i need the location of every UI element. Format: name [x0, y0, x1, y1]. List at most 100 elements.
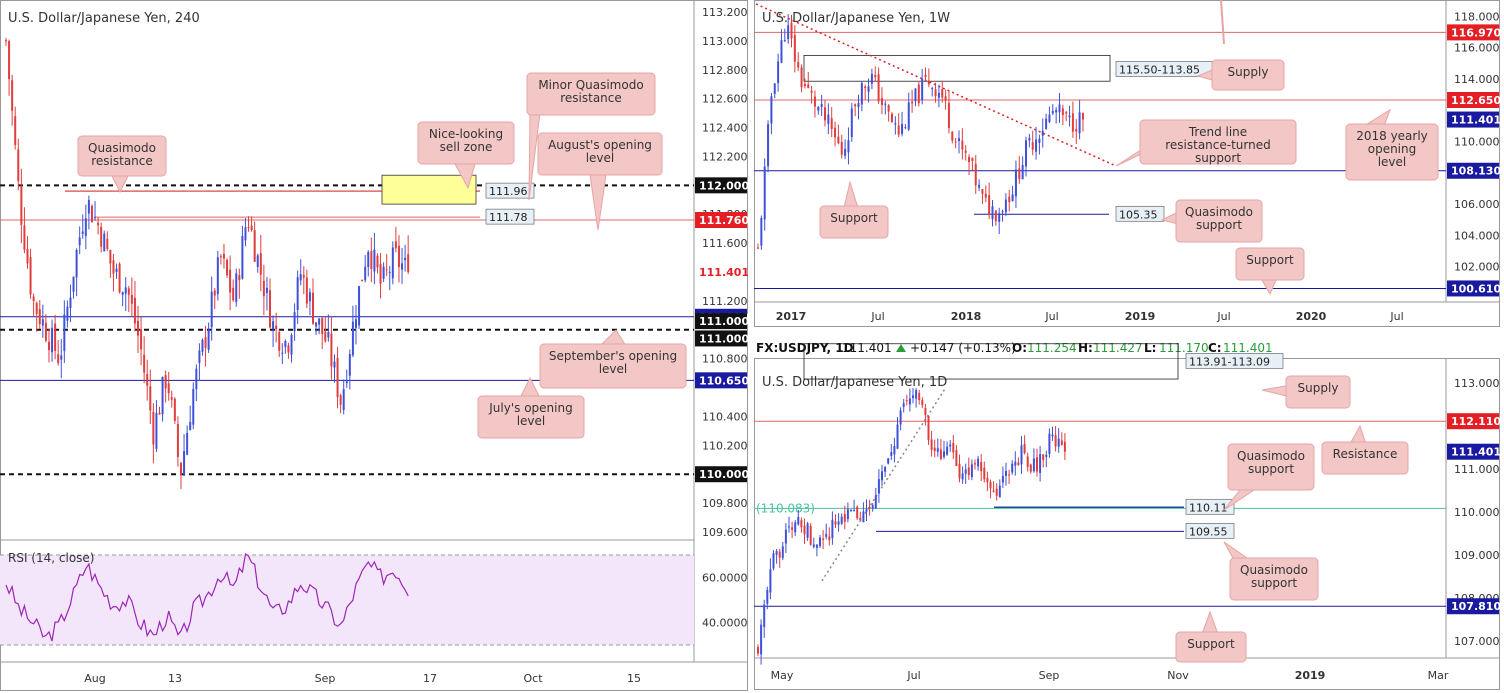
- h4-price-tick: 109.800: [702, 497, 748, 510]
- d-header-ohlc-label: L:: [1144, 341, 1156, 355]
- candle-body: [1005, 470, 1007, 476]
- candle-body: [35, 303, 38, 314]
- candle-body: [1001, 476, 1004, 483]
- h4-badge-current: [695, 263, 747, 280]
- candle-body: [944, 96, 947, 101]
- candle-body: [63, 314, 66, 351]
- candle-body: [770, 96, 773, 124]
- candle-body: [847, 140, 850, 153]
- daily-chart-panel[interactable]: FX:USDJPY, 1D 111.401 +0.147 (+0.13%) O: 111…: [754, 336, 1504, 693]
- candle-body: [777, 61, 780, 84]
- candle-body: [47, 341, 50, 351]
- candle-body: [23, 225, 26, 250]
- candle-body: [118, 263, 121, 293]
- d-bg: [754, 336, 1504, 693]
- d-tag-10955: [1185, 523, 1235, 539]
- d-price-tick: 110.000: [1454, 506, 1500, 519]
- candle-body: [914, 88, 917, 102]
- candle-body: [961, 140, 964, 150]
- candle-body: [1054, 435, 1057, 447]
- candle-body: [140, 329, 143, 350]
- h4-price-tick: 111.200: [702, 295, 748, 308]
- w-callout-quasimodo: [1175, 199, 1263, 243]
- candle-body: [238, 275, 241, 281]
- d-price-badge: [1447, 598, 1499, 615]
- candle-body: [296, 277, 299, 310]
- w-callout-trendline-text: Trend line: [1188, 125, 1247, 139]
- d-date-tick: 2019: [1295, 669, 1326, 682]
- candle-body: [954, 141, 957, 143]
- candle-body: [192, 389, 195, 425]
- candle-body: [382, 266, 385, 279]
- candle-body: [834, 521, 837, 525]
- candle-body: [915, 390, 918, 399]
- candle-body: [775, 551, 778, 555]
- candle-body: [827, 114, 830, 124]
- h4-callout-september: [539, 343, 687, 389]
- candle-body: [1001, 211, 1004, 213]
- candle-body: [807, 84, 810, 88]
- candle-body: [210, 291, 213, 328]
- w-tag-supply-text: 115.50-113.85: [1119, 63, 1200, 76]
- h4-chart-svg[interactable]: U.S. Dollar/Japanese Yen, 240 113.200 113.…: [0, 0, 748, 693]
- candle-body: [394, 241, 397, 249]
- candle-body: [947, 103, 950, 129]
- d-callout-resistance-text: Resistance: [1333, 447, 1398, 461]
- candle-body: [865, 509, 868, 512]
- candle-body: [38, 309, 41, 325]
- h4-callout-august: [537, 132, 663, 176]
- weekly-chart-svg[interactable]: U.S. Dollar/Japanese Yen, 1W 118.000 116.0…: [754, 0, 1504, 330]
- h4-tag-11196-text: 111.96: [489, 185, 528, 198]
- h4-frame: [0, 0, 748, 691]
- h4-tag-11196: [485, 182, 535, 199]
- h4-price-badge-text: 111.760: [699, 214, 748, 227]
- d-header-ohlc-value: 111.401: [1223, 341, 1273, 355]
- w-frame: [754, 0, 1500, 327]
- h4-price-badge: [695, 330, 747, 347]
- h4-rsi-line: [5, 552, 409, 642]
- h4-chart-panel[interactable]: U.S. Dollar/Japanese Yen, 240 113.200 113.…: [0, 0, 748, 693]
- w-price-tick: 118.000: [1454, 10, 1500, 23]
- candle-body: [127, 288, 130, 295]
- candle-body: [370, 251, 373, 269]
- candle-body: [407, 254, 410, 272]
- candle-body: [388, 271, 391, 273]
- candle-body: [87, 199, 90, 214]
- candle-body: [158, 412, 161, 415]
- w-callout-support-left-text: Support: [830, 211, 878, 225]
- d-callout-quasimodo-upper-text: Quasimodo: [1237, 449, 1305, 463]
- candle-body: [115, 268, 118, 272]
- candle-body: [1060, 440, 1063, 446]
- candle-body: [361, 279, 364, 282]
- candle-body: [901, 123, 904, 134]
- candle-body: [250, 225, 253, 230]
- h4-callout-quasimodo-text: Quasimodo: [88, 141, 156, 155]
- candle-body: [1075, 128, 1078, 132]
- candle-body: [1011, 194, 1014, 202]
- candle-body: [167, 383, 170, 394]
- candle-body: [998, 485, 1001, 498]
- candle-body: [90, 205, 93, 223]
- h4-callout-minor-qm: [526, 72, 656, 116]
- candle-body: [164, 375, 167, 389]
- h4-price-tick: 112.600: [702, 93, 748, 106]
- candle-body: [1041, 130, 1044, 136]
- w-title: U.S. Dollar/Japanese Yen, 1W: [762, 11, 950, 26]
- candle-body: [800, 67, 803, 88]
- d-title: U.S. Dollar/Japanese Yen, 1D: [762, 375, 947, 390]
- candle-body: [977, 458, 980, 467]
- w-callout-trendline-text: support: [1195, 151, 1241, 165]
- candle-body: [964, 469, 967, 474]
- d-callout-support: [1175, 631, 1247, 663]
- candle-body: [981, 189, 984, 194]
- candle-body: [121, 292, 124, 295]
- w-price-badge-text: 111.401: [1451, 114, 1501, 127]
- candle-body: [1045, 454, 1048, 457]
- candle-body: [72, 276, 75, 292]
- candle-body: [825, 534, 828, 537]
- weekly-chart-panel[interactable]: U.S. Dollar/Japanese Yen, 1W 118.000 116.0…: [754, 0, 1504, 330]
- h4-date-tick: 15: [627, 672, 641, 685]
- candle-body: [760, 624, 763, 655]
- candle-body: [757, 247, 759, 249]
